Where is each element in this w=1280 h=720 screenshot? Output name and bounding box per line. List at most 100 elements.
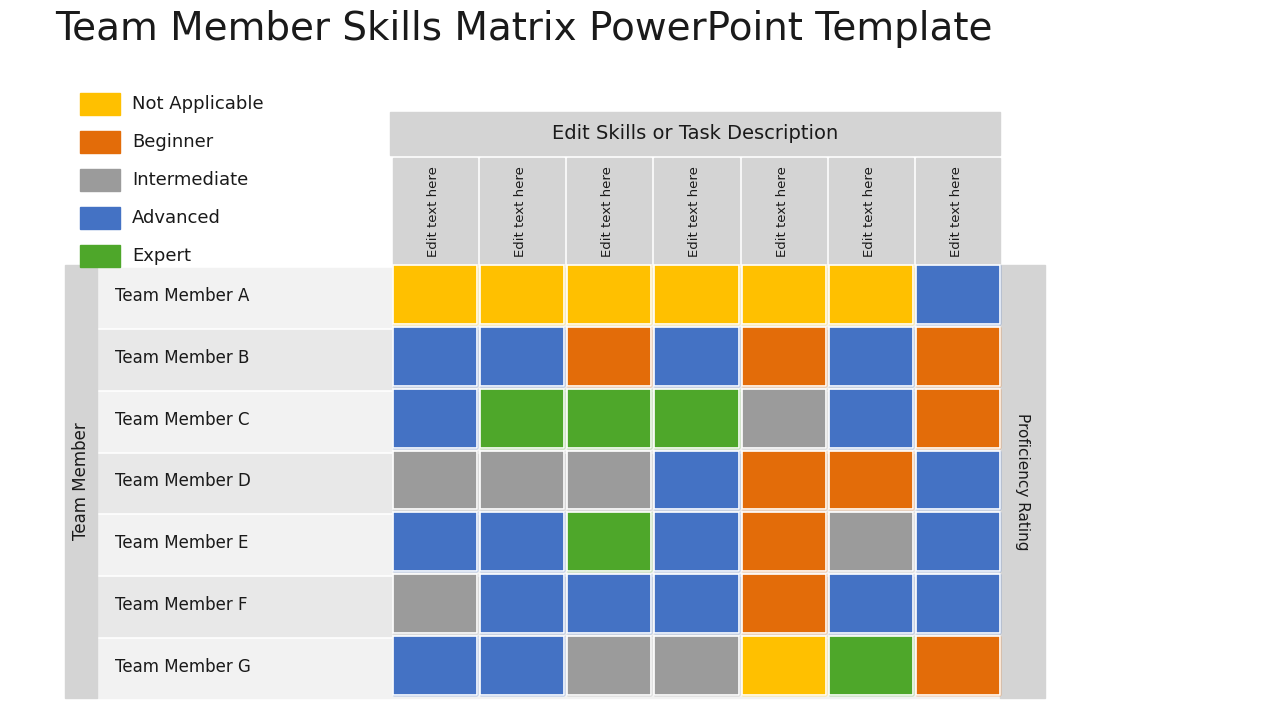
- Bar: [393, 265, 477, 324]
- Bar: [393, 327, 477, 386]
- Bar: [916, 451, 1000, 510]
- Text: Team Member B: Team Member B: [115, 348, 250, 366]
- Text: Edit text here: Edit text here: [428, 166, 440, 257]
- Bar: [97, 516, 1000, 575]
- Bar: [916, 265, 1000, 324]
- Bar: [567, 451, 652, 510]
- Text: Advanced: Advanced: [132, 209, 221, 227]
- Bar: [654, 327, 739, 386]
- Bar: [741, 636, 826, 695]
- Text: Expert: Expert: [132, 247, 191, 265]
- Bar: [916, 389, 1000, 448]
- Bar: [480, 265, 564, 324]
- Text: Beginner: Beginner: [132, 133, 214, 151]
- Bar: [567, 265, 652, 324]
- Text: Team Member A: Team Member A: [115, 287, 250, 305]
- Bar: [916, 513, 1000, 571]
- Bar: [654, 451, 739, 510]
- Bar: [480, 389, 564, 448]
- Bar: [828, 158, 913, 265]
- Bar: [916, 513, 1000, 571]
- Text: Edit text here: Edit text here: [689, 166, 701, 257]
- Bar: [654, 158, 739, 265]
- Bar: [567, 636, 652, 695]
- Bar: [741, 636, 826, 695]
- Bar: [480, 451, 564, 510]
- Bar: [97, 577, 1000, 636]
- Bar: [741, 575, 826, 633]
- Bar: [480, 389, 564, 448]
- Bar: [393, 513, 477, 571]
- Bar: [480, 327, 564, 386]
- Bar: [390, 112, 1000, 155]
- Bar: [393, 575, 477, 633]
- Bar: [567, 575, 652, 633]
- Text: Not Applicable: Not Applicable: [132, 95, 264, 113]
- Bar: [828, 513, 913, 571]
- Bar: [828, 575, 913, 633]
- Bar: [916, 636, 1000, 695]
- Bar: [65, 265, 97, 698]
- Bar: [654, 327, 739, 386]
- Text: Team Member Skills Matrix PowerPoint Template: Team Member Skills Matrix PowerPoint Tem…: [55, 10, 992, 48]
- Bar: [480, 636, 564, 695]
- Bar: [567, 513, 652, 571]
- Bar: [741, 327, 826, 386]
- Bar: [567, 389, 652, 448]
- Bar: [916, 158, 1000, 265]
- Bar: [567, 451, 652, 510]
- Bar: [79, 207, 120, 229]
- Bar: [393, 636, 477, 695]
- Bar: [97, 330, 1000, 389]
- Bar: [828, 575, 913, 633]
- Bar: [828, 389, 913, 448]
- Text: Team Member F: Team Member F: [115, 596, 247, 614]
- Bar: [828, 513, 913, 571]
- Text: Edit text here: Edit text here: [515, 166, 527, 257]
- Bar: [480, 636, 564, 695]
- Bar: [567, 327, 652, 386]
- Bar: [916, 389, 1000, 448]
- Bar: [567, 636, 652, 695]
- Bar: [79, 93, 120, 115]
- Text: Edit text here: Edit text here: [863, 166, 876, 257]
- Bar: [654, 575, 739, 633]
- Bar: [654, 389, 739, 448]
- Bar: [97, 392, 1000, 451]
- Bar: [916, 451, 1000, 510]
- Bar: [741, 265, 826, 324]
- Bar: [480, 513, 564, 571]
- Bar: [828, 451, 913, 510]
- Text: Intermediate: Intermediate: [132, 171, 248, 189]
- Bar: [480, 513, 564, 571]
- Bar: [654, 389, 739, 448]
- Bar: [393, 389, 477, 448]
- Bar: [654, 513, 739, 571]
- Bar: [741, 389, 826, 448]
- Bar: [916, 265, 1000, 324]
- Bar: [480, 265, 564, 324]
- Bar: [741, 327, 826, 386]
- Bar: [654, 265, 739, 324]
- Bar: [654, 513, 739, 571]
- Text: Edit text here: Edit text here: [776, 166, 788, 257]
- Bar: [567, 327, 652, 386]
- Bar: [393, 389, 477, 448]
- Bar: [741, 389, 826, 448]
- Bar: [97, 268, 1000, 327]
- Bar: [916, 636, 1000, 695]
- Text: Team Member: Team Member: [72, 423, 90, 541]
- Bar: [741, 451, 826, 510]
- Bar: [480, 575, 564, 633]
- Bar: [916, 575, 1000, 633]
- Bar: [567, 389, 652, 448]
- Bar: [79, 169, 120, 191]
- Bar: [741, 158, 826, 265]
- Bar: [828, 636, 913, 695]
- Bar: [393, 513, 477, 571]
- Bar: [916, 575, 1000, 633]
- Bar: [567, 158, 652, 265]
- Bar: [828, 327, 913, 386]
- Bar: [393, 451, 477, 510]
- Bar: [741, 451, 826, 510]
